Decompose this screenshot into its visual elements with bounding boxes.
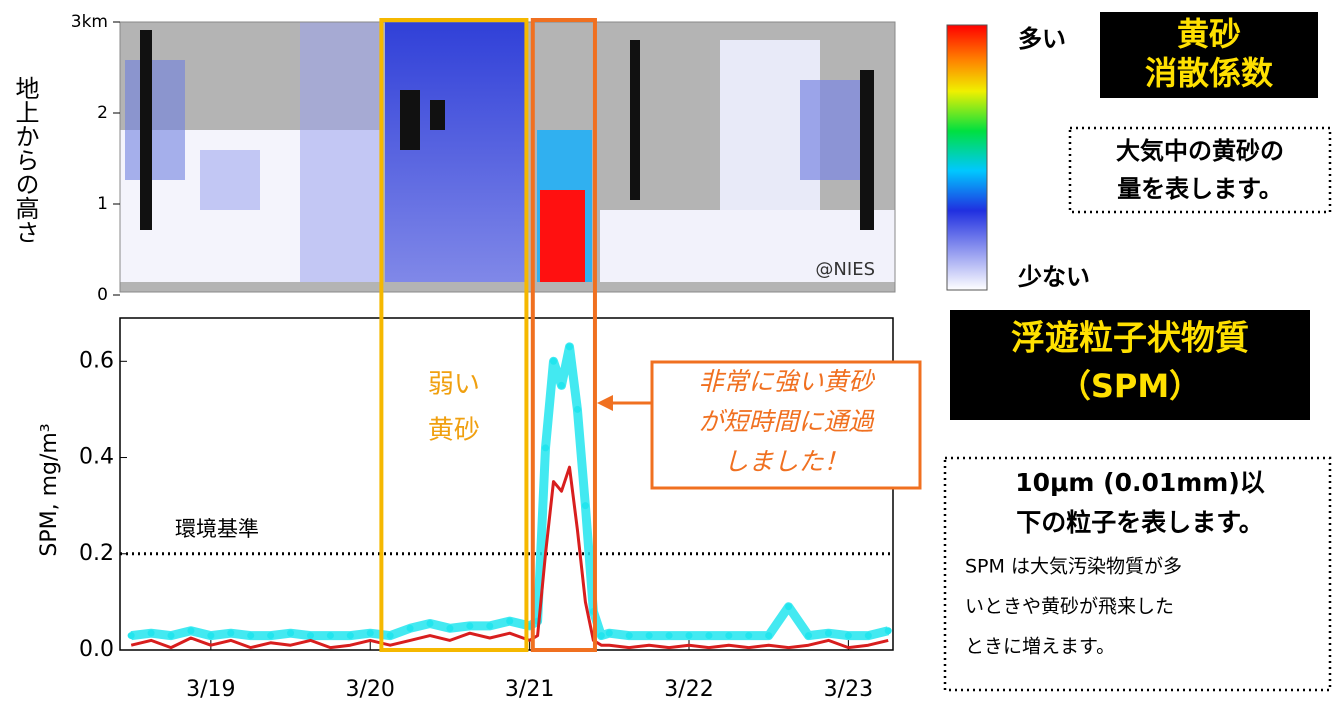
scatter-point <box>306 632 314 640</box>
x-tick-label: 3/20 <box>346 677 395 702</box>
spm-desc: 下の粒子を表します。 <box>1016 508 1264 537</box>
scatter-point <box>884 627 892 635</box>
y-tick-label: 2 <box>97 103 108 123</box>
scatter-point <box>466 622 474 630</box>
scatter-point <box>346 632 354 640</box>
scatter-point <box>366 629 374 637</box>
scatter-point <box>550 357 558 365</box>
scatter-point <box>247 632 255 640</box>
callout-text: 非常に強い黄砂 <box>698 367 875 396</box>
dust-title: 消散係数 <box>1145 54 1274 92</box>
scatter-point <box>167 632 175 640</box>
colorbar-high: 多い <box>1018 25 1066 53</box>
x-tick-label: 3/21 <box>505 677 554 702</box>
dust-desc-box <box>1068 126 1332 214</box>
lidar-image <box>119 21 896 293</box>
spm-title: 浮遊粒子状物質 <box>1011 319 1249 359</box>
scatter-point <box>705 632 713 640</box>
scatter-point <box>207 632 215 640</box>
y-tick-label: 0 <box>97 285 108 305</box>
spm-detail: SPM は大気汚染物質が多 <box>965 556 1182 578</box>
spm-title: （SPM） <box>1059 367 1201 405</box>
scatter-point <box>605 629 613 637</box>
scatter-point <box>565 343 573 351</box>
scatter-point <box>625 632 633 640</box>
scatter-point <box>745 632 753 640</box>
dust-desc: 量を表します。 <box>1117 175 1283 203</box>
scatter-point <box>187 627 195 635</box>
scatter-point <box>785 603 793 611</box>
callout-box <box>650 360 922 490</box>
scatter-point <box>227 629 235 637</box>
callout-text: が短時間に通過 <box>698 407 874 436</box>
scatter-point <box>685 632 693 640</box>
dust-title-box <box>1100 12 1318 98</box>
spm-desc: 10μm (0.01mm)以 <box>1015 468 1265 497</box>
highlight-box <box>379 18 529 652</box>
scatter-point <box>864 632 872 640</box>
highlight-label: 黄砂 <box>428 416 480 446</box>
callout-text: しました！ <box>723 447 848 476</box>
scatter-point <box>824 629 832 637</box>
y-tick-label: 0.2 <box>79 541 114 566</box>
highlight-label: 弱い <box>428 370 480 400</box>
colorbar-low: 少ない <box>1017 263 1090 291</box>
scatter-point <box>386 632 394 640</box>
scatter-point <box>486 622 494 630</box>
spm-detail: いときや黄砂が飛来した <box>965 596 1174 618</box>
colorbar <box>946 24 988 291</box>
y-tick-label: 0.0 <box>79 637 114 662</box>
scatter-point <box>506 617 514 625</box>
scatter-point <box>597 632 605 640</box>
credit: @NIES <box>815 259 875 280</box>
scatter-point <box>844 632 852 640</box>
highlight-box <box>530 18 597 652</box>
callout-arrowhead <box>596 395 613 411</box>
scatter-point <box>725 632 733 640</box>
scatter-point <box>267 632 275 640</box>
scatter-point <box>406 624 414 632</box>
scatter-point <box>426 620 434 628</box>
scatter-point <box>805 632 813 640</box>
scatter-point <box>542 444 550 452</box>
reference-label: 環境基準 <box>175 517 259 541</box>
scatter-point <box>446 624 454 632</box>
scatter-point <box>147 629 155 637</box>
scatter-point <box>581 502 589 510</box>
spm-detail: ときに増えます。 <box>965 636 1115 658</box>
scatter-point <box>645 632 653 640</box>
scatter-point <box>665 632 673 640</box>
spm-title-box <box>950 310 1310 420</box>
dust-desc: 大気中の黄砂の <box>1116 137 1284 165</box>
scatter-point <box>127 632 135 640</box>
y-tick-label: 0.4 <box>79 445 114 470</box>
series-line <box>130 465 889 650</box>
scatter-point <box>287 629 295 637</box>
x-tick-label: 3/19 <box>186 677 235 702</box>
y-axis-label: 地上からの高さ <box>11 76 39 244</box>
x-tick-label: 3/23 <box>824 677 873 702</box>
y-axis-label: SPM, mg/m³ <box>37 423 62 556</box>
scatter-point <box>326 632 334 640</box>
y-tick-label: 1 <box>97 194 108 214</box>
scatter-point <box>557 381 565 389</box>
dust-title: 黄砂 <box>1177 15 1241 53</box>
spm-desc-box <box>943 456 1332 692</box>
y-tick-label: 0.6 <box>79 348 114 373</box>
x-tick-label: 3/22 <box>664 677 713 702</box>
scatter-point <box>573 405 581 413</box>
y-tick-label: 3km <box>71 12 108 32</box>
scatter-point <box>765 632 773 640</box>
